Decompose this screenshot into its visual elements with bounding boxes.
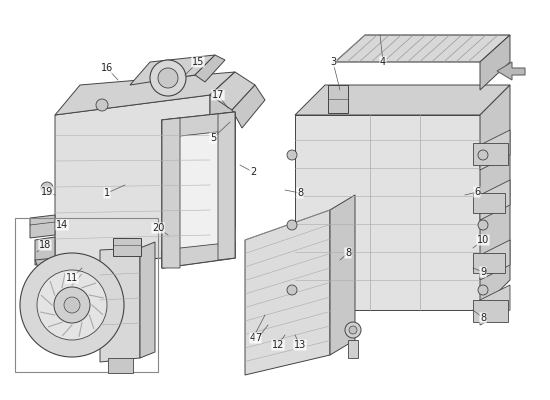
Polygon shape	[162, 118, 180, 268]
Bar	[473, 143, 508, 165]
Circle shape	[54, 287, 90, 323]
Text: 14: 14	[56, 220, 68, 230]
Polygon shape	[195, 55, 225, 82]
Circle shape	[287, 150, 297, 160]
Text: 12: 12	[272, 340, 284, 350]
Text: 19: 19	[41, 187, 53, 197]
Polygon shape	[232, 85, 265, 128]
Circle shape	[345, 322, 361, 338]
Polygon shape	[100, 248, 140, 362]
Text: 4: 4	[250, 333, 256, 343]
Bar	[328, 85, 348, 113]
Text: 16: 16	[101, 63, 113, 73]
Text: 1: 1	[104, 188, 110, 198]
Polygon shape	[30, 215, 55, 238]
Circle shape	[64, 297, 80, 313]
Polygon shape	[480, 240, 510, 280]
Circle shape	[478, 220, 488, 230]
Polygon shape	[130, 55, 215, 85]
Polygon shape	[162, 112, 235, 138]
Circle shape	[41, 182, 53, 194]
Circle shape	[287, 285, 297, 295]
Text: 8: 8	[297, 188, 303, 198]
Bar	[473, 193, 505, 213]
Text: 17: 17	[212, 90, 224, 100]
Polygon shape	[330, 195, 355, 355]
Polygon shape	[497, 62, 525, 80]
Polygon shape	[480, 85, 510, 310]
Polygon shape	[245, 210, 330, 375]
Polygon shape	[162, 242, 235, 268]
Circle shape	[37, 270, 107, 340]
Text: 5: 5	[210, 133, 216, 143]
Circle shape	[150, 60, 186, 96]
Circle shape	[349, 326, 357, 334]
Polygon shape	[335, 35, 510, 62]
Text: 6: 6	[474, 187, 480, 197]
Bar	[108, 358, 133, 373]
Circle shape	[478, 285, 488, 295]
Bar	[473, 300, 508, 322]
Polygon shape	[162, 112, 235, 268]
Text: 13: 13	[294, 340, 306, 350]
Polygon shape	[218, 112, 235, 260]
Bar	[113, 238, 141, 256]
Text: 15: 15	[192, 57, 204, 67]
Text: 8: 8	[480, 313, 486, 323]
Circle shape	[96, 99, 108, 111]
Text: 10: 10	[477, 235, 489, 245]
Polygon shape	[210, 72, 255, 110]
Polygon shape	[295, 115, 480, 310]
Polygon shape	[480, 35, 510, 90]
Polygon shape	[35, 237, 55, 265]
Bar	[348, 340, 358, 358]
Circle shape	[20, 253, 124, 357]
Circle shape	[158, 68, 178, 88]
Text: 20: 20	[152, 223, 164, 233]
Polygon shape	[35, 258, 60, 272]
Polygon shape	[210, 72, 235, 255]
Text: 7: 7	[255, 333, 261, 343]
Text: 2: 2	[250, 167, 256, 177]
Polygon shape	[480, 180, 510, 220]
Text: 4: 4	[380, 57, 386, 67]
Text: 3: 3	[330, 57, 336, 67]
Bar	[473, 253, 505, 273]
Polygon shape	[480, 285, 510, 325]
Polygon shape	[55, 95, 210, 265]
Text: 8: 8	[345, 248, 351, 258]
Circle shape	[478, 150, 488, 160]
Text: 11: 11	[66, 273, 78, 283]
Polygon shape	[480, 130, 510, 170]
Polygon shape	[140, 242, 155, 358]
Circle shape	[287, 220, 297, 230]
Text: 18: 18	[39, 240, 51, 250]
Polygon shape	[295, 85, 510, 115]
Bar	[15, 218, 158, 372]
Text: 9: 9	[480, 267, 486, 277]
Polygon shape	[55, 72, 235, 115]
